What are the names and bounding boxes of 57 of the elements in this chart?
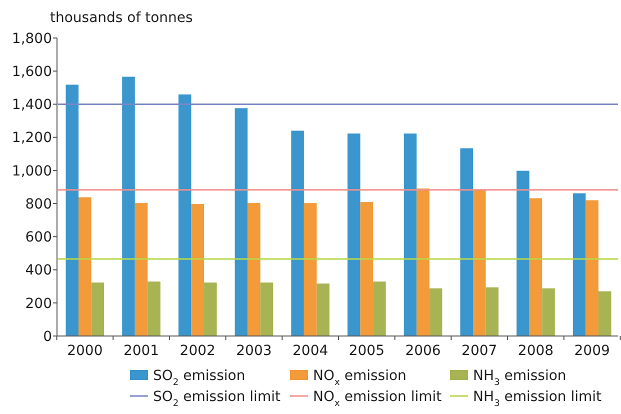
bar [291, 130, 304, 336]
x-tick-label: 2007 [462, 343, 498, 359]
x-tick-label: 2003 [236, 343, 272, 359]
x-tick-label: 2005 [348, 343, 384, 359]
y-tick-label: 800 [25, 196, 52, 212]
bar [416, 188, 430, 336]
x-tick-label: 2006 [405, 343, 441, 359]
bar [148, 282, 160, 336]
y-tick-label: 400 [25, 262, 52, 279]
bar [66, 84, 79, 336]
y-tick-label: 1,400 [12, 97, 52, 114]
bar [78, 197, 92, 336]
bar [178, 94, 192, 336]
bar [204, 282, 217, 336]
bar [348, 134, 360, 336]
y-tick-label: 1,000 [12, 163, 52, 180]
bar [360, 202, 374, 336]
bar [260, 282, 274, 336]
legend-label: NO$_{x}$ emission [313, 368, 406, 388]
x-tick-label: 2008 [518, 343, 554, 359]
y-tick-label: 1,200 [12, 130, 52, 146]
bar [373, 282, 386, 336]
bar [91, 282, 104, 336]
x-tick-label: 2002 [180, 343, 216, 359]
bar [529, 198, 542, 336]
y-tick-label: 1,800 [12, 30, 52, 47]
y-tick-label: 200 [25, 296, 52, 312]
bar [542, 288, 555, 336]
bar [598, 291, 612, 336]
bar [586, 200, 598, 336]
bar [460, 148, 473, 336]
bar [472, 189, 486, 336]
legend-label: NH$_{3}$ emission [473, 368, 566, 388]
bar [316, 284, 330, 336]
bar [304, 203, 317, 336]
bar [134, 203, 148, 336]
bar [516, 170, 530, 336]
legend-label: SO$_{2}$ emission limit [153, 388, 281, 409]
y-axis-title: thousands of tonnes [50, 10, 193, 26]
y-tick-label: 0 [43, 328, 52, 345]
y-tick-label: 1,600 [12, 64, 52, 80]
legend-label: NH$_{3}$ emission limit [473, 388, 602, 409]
bar [248, 203, 260, 336]
bar [191, 204, 204, 336]
legend-label: SO$_{2}$ emission [153, 368, 246, 388]
bar [572, 193, 586, 336]
legend-label: NO$_{x}$ emission limit [313, 388, 442, 409]
bar [234, 108, 248, 336]
bar [404, 134, 417, 336]
bar [122, 76, 135, 336]
bar [486, 287, 499, 336]
bar [429, 288, 442, 336]
x-tick-label: 2000 [67, 343, 103, 359]
x-tick-label: 2004 [292, 343, 328, 359]
y-tick-label: 600 [25, 230, 52, 246]
x-tick-label: 2001 [123, 343, 160, 359]
x-tick-label: 2009 [574, 343, 610, 359]
